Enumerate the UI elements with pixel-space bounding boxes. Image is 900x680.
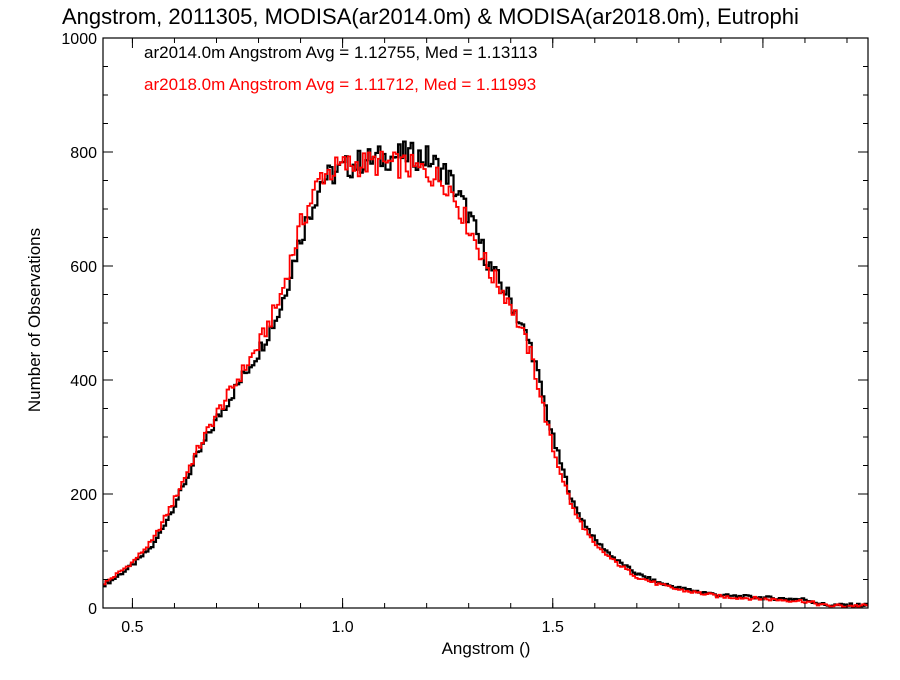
y-axis-label: Number of Observations — [25, 228, 44, 412]
legend-entry-2: ar2018.0m Angstrom Avg = 1.11712, Med = … — [144, 75, 536, 94]
series-layer — [103, 140, 869, 608]
x-tick-label: 1.5 — [542, 619, 564, 636]
plot-frame — [102, 37, 869, 609]
legend-entry-1: ar2014.0m Angstrom Avg = 1.12755, Med = … — [144, 43, 537, 62]
x-tick-label: 2.0 — [752, 619, 774, 636]
y-tick-label: 0 — [88, 601, 97, 618]
x-tick-label: 1.0 — [331, 619, 353, 636]
y-tick-label: 1000 — [61, 31, 97, 48]
x-tick-label: 0.5 — [121, 619, 143, 636]
series-ar2018-line — [103, 150, 869, 608]
series-ar2014-line — [103, 140, 869, 608]
y-tick-label: 800 — [70, 145, 97, 162]
y-tick-label: 200 — [70, 487, 97, 504]
chart-title: Angstrom, 2011305, MODISA(ar2014.0m) & M… — [62, 4, 799, 29]
y-tick-label: 400 — [70, 373, 97, 390]
x-axis-label: Angstrom () — [442, 639, 531, 658]
y-tick-label: 600 — [70, 259, 97, 276]
axis-ticks: 0.5 1.0 1.5 2.0 0 200 400 600 800 1000 — [61, 31, 868, 636]
